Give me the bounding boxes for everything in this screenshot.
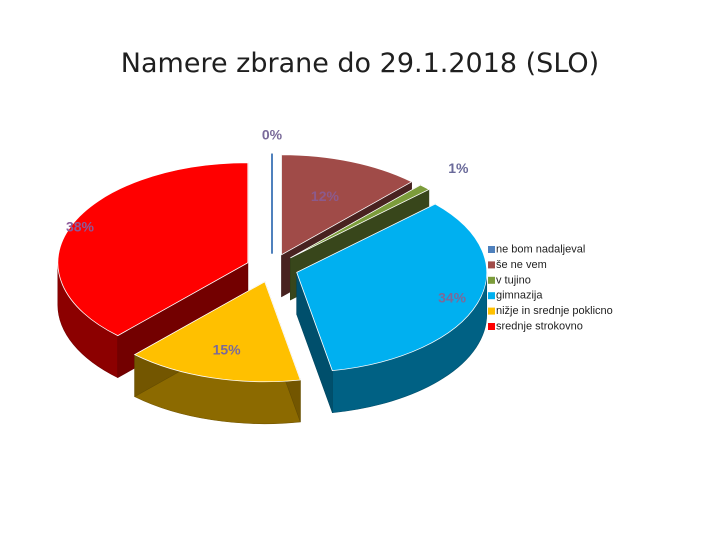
- chart-title: Namere zbrane do 29.1.2018 (SLO): [120, 48, 600, 79]
- pie-value-labels: 0% 12% 1% 34% 15% 38%: [66, 126, 469, 357]
- pie-slice: [57, 162, 249, 337]
- pie-slices: [57, 153, 488, 383]
- pie-slice: [290, 184, 430, 259]
- legend-item-label: nižje in srednje poklicno: [496, 305, 613, 317]
- legend-item-label: še ne vem: [496, 259, 547, 271]
- pie-slice: [281, 154, 413, 256]
- legend-item-label: srednje strokovno: [496, 321, 583, 333]
- legend: ne bom nadaljeval še ne vem v tujino gimnaz…: [488, 244, 613, 333]
- pie-value-label: 12%: [311, 188, 340, 204]
- legend-swatch: [488, 246, 495, 253]
- legend-item-label: gimnazija: [496, 290, 543, 302]
- pie-slice: [296, 203, 488, 372]
- legend-swatch: [488, 323, 495, 330]
- legend-item-label: v tujino: [496, 274, 531, 286]
- legend-swatch: [488, 307, 495, 315]
- legend-swatch: [488, 261, 495, 269]
- pie-value-label: 38%: [66, 218, 95, 234]
- pie-value-label: 15%: [213, 342, 242, 358]
- pie-value-label: 34%: [438, 290, 467, 306]
- pie-value-label: 0%: [262, 126, 283, 142]
- pie-value-label: 1%: [448, 160, 469, 176]
- legend-item-label: ne bom nadaljeval: [496, 244, 585, 256]
- legend-swatch: [488, 292, 495, 300]
- pie-slice: [133, 281, 301, 383]
- legend-swatch: [488, 276, 495, 284]
